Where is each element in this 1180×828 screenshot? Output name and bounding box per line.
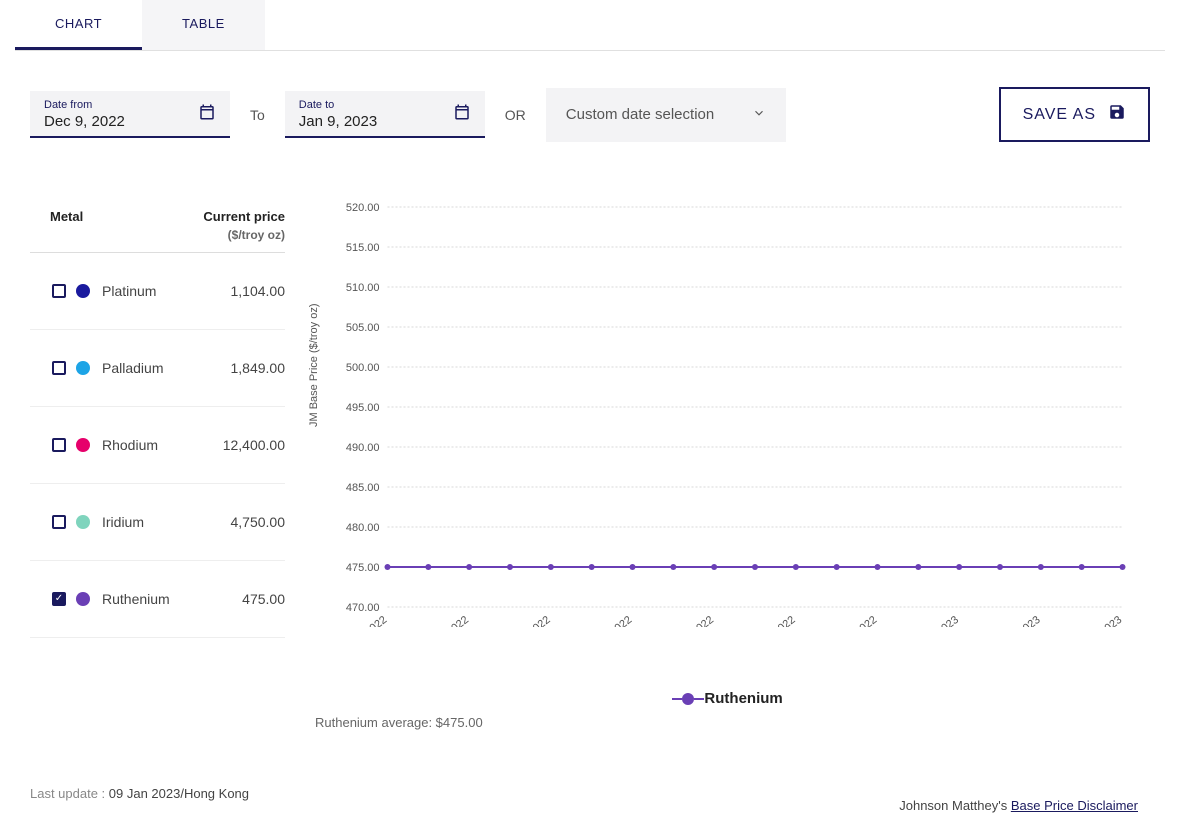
tab-table[interactable]: TABLE	[142, 0, 265, 50]
svg-text:15 Dec 2022: 15 Dec 2022	[496, 614, 553, 627]
header-metal: Metal	[50, 209, 83, 242]
svg-text:5 Jan 2023: 5 Jan 2023	[992, 614, 1042, 627]
disclaimer: Johnson Matthey's Base Price Disclaimer	[899, 798, 1138, 813]
svg-text:19 Dec 2022: 19 Dec 2022	[578, 614, 635, 627]
svg-text:515.00: 515.00	[346, 242, 380, 254]
metal-name: Rhodium	[102, 437, 158, 453]
date-from-label: Date from	[44, 99, 125, 111]
chart-area: JM Base Price ($/troy oz) 470.00475.0048…	[315, 197, 1150, 730]
svg-text:3 Jan 2023: 3 Jan 2023	[911, 614, 961, 627]
metal-price: 475.00	[242, 591, 285, 607]
metal-price: 4,750.00	[231, 514, 286, 530]
metal-name: Palladium	[102, 360, 163, 376]
svg-text:475.00: 475.00	[346, 562, 380, 574]
svg-text:495.00: 495.00	[346, 402, 380, 414]
metal-row[interactable]: Ruthenium 475.00	[30, 561, 285, 638]
metal-name: Ruthenium	[102, 591, 170, 607]
line-chart: 470.00 475.00 480.00 485.00 490.00 495.00 500.…	[315, 197, 1150, 627]
date-to-value: Jan 9, 2023	[299, 113, 377, 130]
metal-row[interactable]: Palladium 1,849.00	[30, 330, 285, 407]
chart-legend: Ruthenium	[315, 690, 1150, 707]
metal-checkbox[interactable]	[52, 592, 66, 606]
metals-header: Metal Current price ($/troy oz)	[30, 197, 285, 253]
svg-text:21 Dec 2022: 21 Dec 2022	[659, 614, 716, 627]
svg-text:470.00: 470.00	[346, 602, 380, 614]
tabs: CHART TABLE	[15, 0, 1165, 51]
svg-text:490.00: 490.00	[346, 442, 380, 454]
chevron-down-icon	[752, 106, 766, 124]
date-to-field[interactable]: Date to Jan 9, 2023	[285, 91, 485, 138]
custom-date-select[interactable]: Custom date selection	[546, 88, 786, 142]
controls-row: Date from Dec 9, 2022 To Date to Jan 9, …	[15, 51, 1165, 142]
to-separator: To	[250, 107, 265, 123]
metal-price: 1,849.00	[231, 360, 286, 376]
last-update: Last update : 09 Jan 2023/Hong Kong	[30, 786, 249, 801]
metal-row[interactable]: Platinum 1,104.00	[30, 253, 285, 330]
date-from-field[interactable]: Date from Dec 9, 2022	[30, 91, 230, 138]
metal-price: 12,400.00	[223, 437, 285, 453]
metal-name: Iridium	[102, 514, 144, 530]
metal-checkbox[interactable]	[52, 438, 66, 452]
svg-text:510.00: 510.00	[346, 282, 380, 294]
calendar-icon[interactable]	[198, 103, 216, 126]
custom-select-label: Custom date selection	[566, 106, 714, 123]
metal-price: 1,104.00	[231, 283, 286, 299]
y-axis-label: JM Base Price ($/troy oz)	[308, 304, 320, 427]
metal-checkbox[interactable]	[52, 515, 66, 529]
legend-label: Ruthenium	[704, 690, 782, 707]
svg-text:13 Dec 2022: 13 Dec 2022	[414, 614, 471, 627]
metal-swatch	[76, 515, 90, 529]
or-separator: OR	[505, 107, 526, 123]
disclaimer-link[interactable]: Base Price Disclaimer	[1011, 798, 1138, 813]
svg-text:9 Dec 2022: 9 Dec 2022	[338, 614, 390, 627]
legend-swatch	[682, 693, 694, 705]
metal-checkbox[interactable]	[52, 284, 66, 298]
svg-text:29 Dec 2022: 29 Dec 2022	[823, 614, 880, 627]
metal-swatch	[76, 438, 90, 452]
calendar-icon[interactable]	[453, 103, 471, 126]
metal-swatch	[76, 592, 90, 606]
metal-name: Platinum	[102, 283, 156, 299]
metal-swatch	[76, 284, 90, 298]
header-price: Current price ($/troy oz)	[203, 209, 285, 242]
metal-checkbox[interactable]	[52, 361, 66, 375]
metal-swatch	[76, 361, 90, 375]
save-icon	[1108, 103, 1126, 126]
svg-text:520.00: 520.00	[346, 202, 380, 214]
svg-text:505.00: 505.00	[346, 322, 380, 334]
svg-text:485.00: 485.00	[346, 482, 380, 494]
date-to-label: Date to	[299, 99, 377, 111]
metal-row[interactable]: Rhodium 12,400.00	[30, 407, 285, 484]
metals-panel: Metal Current price ($/troy oz) Platinum…	[30, 197, 285, 730]
tab-chart[interactable]: CHART	[15, 0, 142, 50]
svg-text:23 Dec 2022: 23 Dec 2022	[741, 614, 798, 627]
save-as-button[interactable]: SAVE AS	[999, 87, 1150, 142]
svg-text:480.00: 480.00	[346, 522, 380, 534]
average-text: Ruthenium average: $475.00	[315, 715, 1150, 730]
svg-text:500.00: 500.00	[346, 362, 380, 374]
save-as-label: SAVE AS	[1023, 106, 1096, 124]
metal-row[interactable]: Iridium 4,750.00	[30, 484, 285, 561]
date-from-value: Dec 9, 2022	[44, 113, 125, 130]
svg-text:9 Jan 2023: 9 Jan 2023	[1074, 614, 1124, 627]
